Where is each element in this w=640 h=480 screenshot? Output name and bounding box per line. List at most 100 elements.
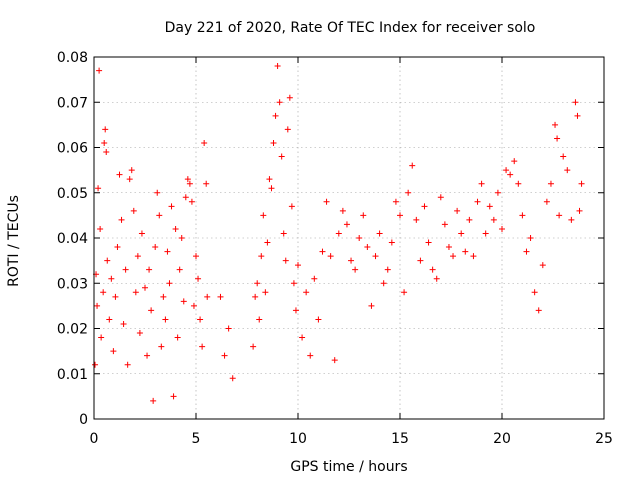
plot-frame: [93, 56, 605, 420]
data-point: [576, 207, 583, 214]
data-point: [462, 248, 469, 255]
data-point: [284, 126, 291, 133]
data-point: [148, 307, 155, 314]
data-point: [176, 266, 183, 273]
data-point: [136, 330, 143, 337]
data-point: [128, 167, 135, 174]
data-point: [204, 293, 211, 300]
data-point: [552, 121, 559, 128]
x-tick-label: 20: [493, 431, 511, 447]
data-point: [368, 302, 375, 309]
data-point: [564, 167, 571, 174]
data-point: [543, 198, 550, 205]
data-point: [425, 239, 432, 246]
data-point: [523, 248, 530, 255]
axis-ticks: 0 0.01 0.02 0.03 0.04 0.05 0.06 0.07 0.08 0 5 10 15 2…: [57, 50, 613, 447]
data-point: [252, 293, 259, 300]
data-point: [174, 334, 181, 341]
data-point: [409, 162, 416, 169]
data-point: [295, 262, 301, 269]
data-point: [360, 212, 367, 219]
data-point: [556, 212, 563, 219]
data-point: [527, 235, 534, 241]
data-point: [339, 207, 346, 214]
data-point: [103, 149, 110, 156]
data-point: [118, 216, 125, 223]
data-point: [274, 63, 281, 70]
data-point: [124, 361, 131, 368]
data-point: [388, 239, 395, 246]
data-point: [494, 189, 501, 196]
data-point: [166, 280, 173, 287]
data-point: [122, 266, 129, 273]
data-point: [384, 266, 391, 273]
data-point: [417, 257, 424, 264]
data-point: [490, 216, 497, 223]
data-point: [519, 212, 526, 219]
data-point: [554, 135, 561, 142]
data-point: [445, 244, 452, 251]
data-point: [441, 221, 448, 228]
x-axis-label: GPS time / hours: [290, 459, 407, 475]
data-point: [392, 198, 399, 205]
data-point: [288, 203, 295, 210]
data-point: [499, 225, 505, 232]
y-tick-label: 0.06: [57, 141, 88, 157]
data-point: [574, 112, 581, 119]
data-point: [94, 302, 101, 309]
data-point: [327, 253, 334, 260]
data-point: [470, 253, 477, 260]
data-point: [201, 139, 208, 146]
data-point: [96, 67, 103, 74]
data-point: [356, 235, 363, 241]
data-point: [102, 126, 109, 133]
data-point: [256, 316, 263, 323]
data-point: [376, 230, 383, 237]
data-point: [108, 275, 115, 282]
data-point: [172, 225, 179, 232]
y-tick-label: 0: [79, 412, 88, 428]
data-point: [106, 316, 113, 323]
data-point: [474, 198, 481, 205]
data-point: [323, 198, 330, 205]
data-point: [100, 289, 107, 296]
data-point: [178, 235, 185, 241]
data-point: [478, 180, 485, 187]
data-point: [126, 176, 133, 183]
data-point: [482, 230, 489, 237]
data-point: [203, 180, 210, 187]
data-point: [278, 153, 285, 160]
data-point: [539, 262, 546, 269]
data-point: [130, 207, 137, 214]
data-point: [503, 167, 510, 174]
data-point: [97, 225, 104, 232]
data-point: [311, 275, 318, 282]
x-tick-label: 15: [391, 431, 409, 447]
data-point: [319, 248, 326, 255]
data-point: [458, 230, 465, 237]
data-point: [547, 180, 554, 187]
data-point: [264, 239, 271, 246]
data-point: [343, 221, 350, 228]
data-point: [401, 289, 408, 296]
data-point: [331, 357, 338, 364]
data-point: [120, 320, 127, 327]
data-point: [292, 307, 299, 314]
y-tick-label: 0.05: [57, 186, 88, 202]
data-point: [276, 99, 283, 106]
data-point: [282, 257, 289, 264]
data-point: [168, 203, 175, 210]
data-point: [307, 352, 314, 359]
data-point: [150, 397, 157, 404]
data-point: [433, 275, 440, 282]
data-point: [98, 334, 105, 341]
data-point: [95, 185, 102, 192]
grid-lines: [94, 57, 604, 419]
data-point: [268, 185, 275, 192]
data-point: [195, 275, 202, 282]
y-tick-label: 0.03: [57, 276, 88, 292]
data-point: [170, 393, 177, 400]
data-point: [364, 244, 371, 251]
data-point: [535, 307, 542, 314]
